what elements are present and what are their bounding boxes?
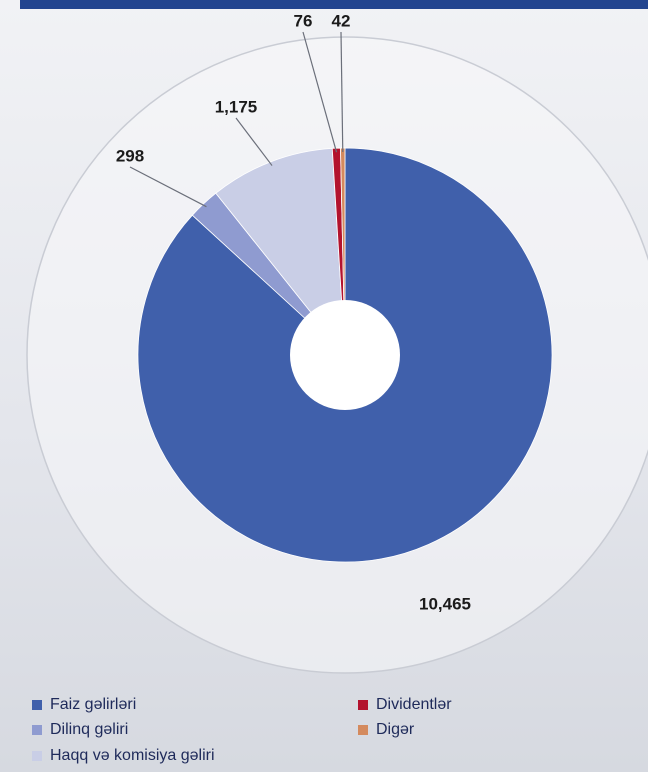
- legend-label: Digər: [376, 721, 415, 738]
- legend-swatch: [358, 725, 368, 735]
- slice: [215, 147, 346, 357]
- leader-line: [302, 31, 338, 153]
- leader-line: [235, 117, 273, 166]
- legend-label: Haqq və komisiya gəliri: [50, 747, 215, 764]
- header-bar: [20, 0, 648, 9]
- value-label: 1,175: [215, 97, 258, 116]
- leader-line: [129, 166, 207, 208]
- legend-label: Faiz gəlirləri: [50, 696, 136, 713]
- legend-swatch: [32, 725, 42, 735]
- donut-hole: [290, 300, 400, 410]
- legend-swatch: [32, 700, 42, 710]
- value-label: 42: [332, 11, 351, 30]
- value-label: 76: [294, 11, 313, 30]
- leader-line: [340, 31, 344, 153]
- legend-label: Dividentlər: [376, 696, 452, 713]
- legend-swatch: [358, 700, 368, 710]
- value-label: 10,465: [419, 594, 471, 613]
- legend-swatch: [32, 751, 42, 761]
- legend-label: Dilinq gəliri: [50, 721, 128, 738]
- value-label: 298: [116, 146, 144, 165]
